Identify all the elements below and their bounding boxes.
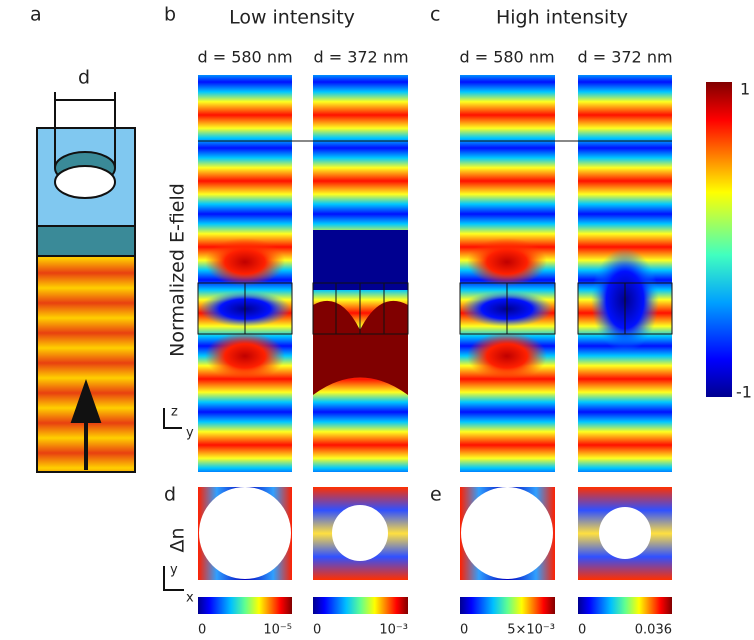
- column-title: d = 372 nm: [577, 48, 672, 67]
- colorbar-label: 10⁻⁵: [263, 623, 292, 638]
- colorbar: [706, 82, 732, 397]
- panel-label: c: [430, 4, 440, 26]
- shape: [205, 238, 285, 286]
- field-maps: [197, 75, 673, 472]
- shape: [205, 332, 285, 380]
- shape: [36, 225, 136, 257]
- colorbar-label: 0.036: [635, 623, 672, 638]
- shape: [599, 507, 651, 559]
- shape: [54, 165, 116, 199]
- small-colorbar: [578, 597, 672, 614]
- panel-label: b: [164, 4, 176, 26]
- panel-label: e: [430, 484, 442, 506]
- shape: [467, 238, 547, 286]
- axis-label: Normalized E-field: [167, 183, 189, 357]
- column-title: d = 372 nm: [313, 48, 408, 67]
- coordinate-axes: [163, 408, 184, 591]
- colorbar-label: 0: [198, 623, 206, 638]
- axis-letter: z: [171, 405, 178, 420]
- small-colorbar: [313, 597, 408, 614]
- colorbar-label: 0: [578, 623, 586, 638]
- colorbar-label: 5×10⁻³: [507, 623, 555, 638]
- colorbar-label: 10⁻³: [379, 623, 408, 638]
- dimension-label: d: [78, 67, 90, 89]
- schematic: [36, 92, 136, 473]
- shape: [70, 378, 102, 423]
- panel-label: a: [30, 4, 42, 26]
- panel-label: d: [164, 484, 176, 506]
- small-colorbar: [460, 597, 555, 614]
- colorbar-label: -1: [736, 383, 752, 402]
- axis-label: Δn: [167, 527, 189, 552]
- axis-letter: y: [186, 426, 194, 441]
- shape: [163, 566, 184, 591]
- colorbar-label: 0: [313, 623, 321, 638]
- column-title: d = 580 nm: [459, 48, 554, 67]
- axis-letter: y: [170, 563, 178, 578]
- colorbar-label: 1: [740, 80, 750, 99]
- shape: [461, 487, 553, 579]
- shape: [313, 230, 408, 290]
- small-colorbar: [198, 597, 292, 614]
- column-title: d = 580 nm: [197, 48, 292, 67]
- shape: [199, 487, 291, 579]
- index-maps: [198, 487, 672, 580]
- colorbar-label: 0: [460, 623, 468, 638]
- axis-letter: x: [186, 591, 194, 606]
- shape: [467, 332, 547, 380]
- panel-title: Low intensity: [229, 7, 355, 29]
- panel-title: High intensity: [496, 7, 628, 29]
- shape: [163, 408, 182, 429]
- shape: [332, 505, 388, 561]
